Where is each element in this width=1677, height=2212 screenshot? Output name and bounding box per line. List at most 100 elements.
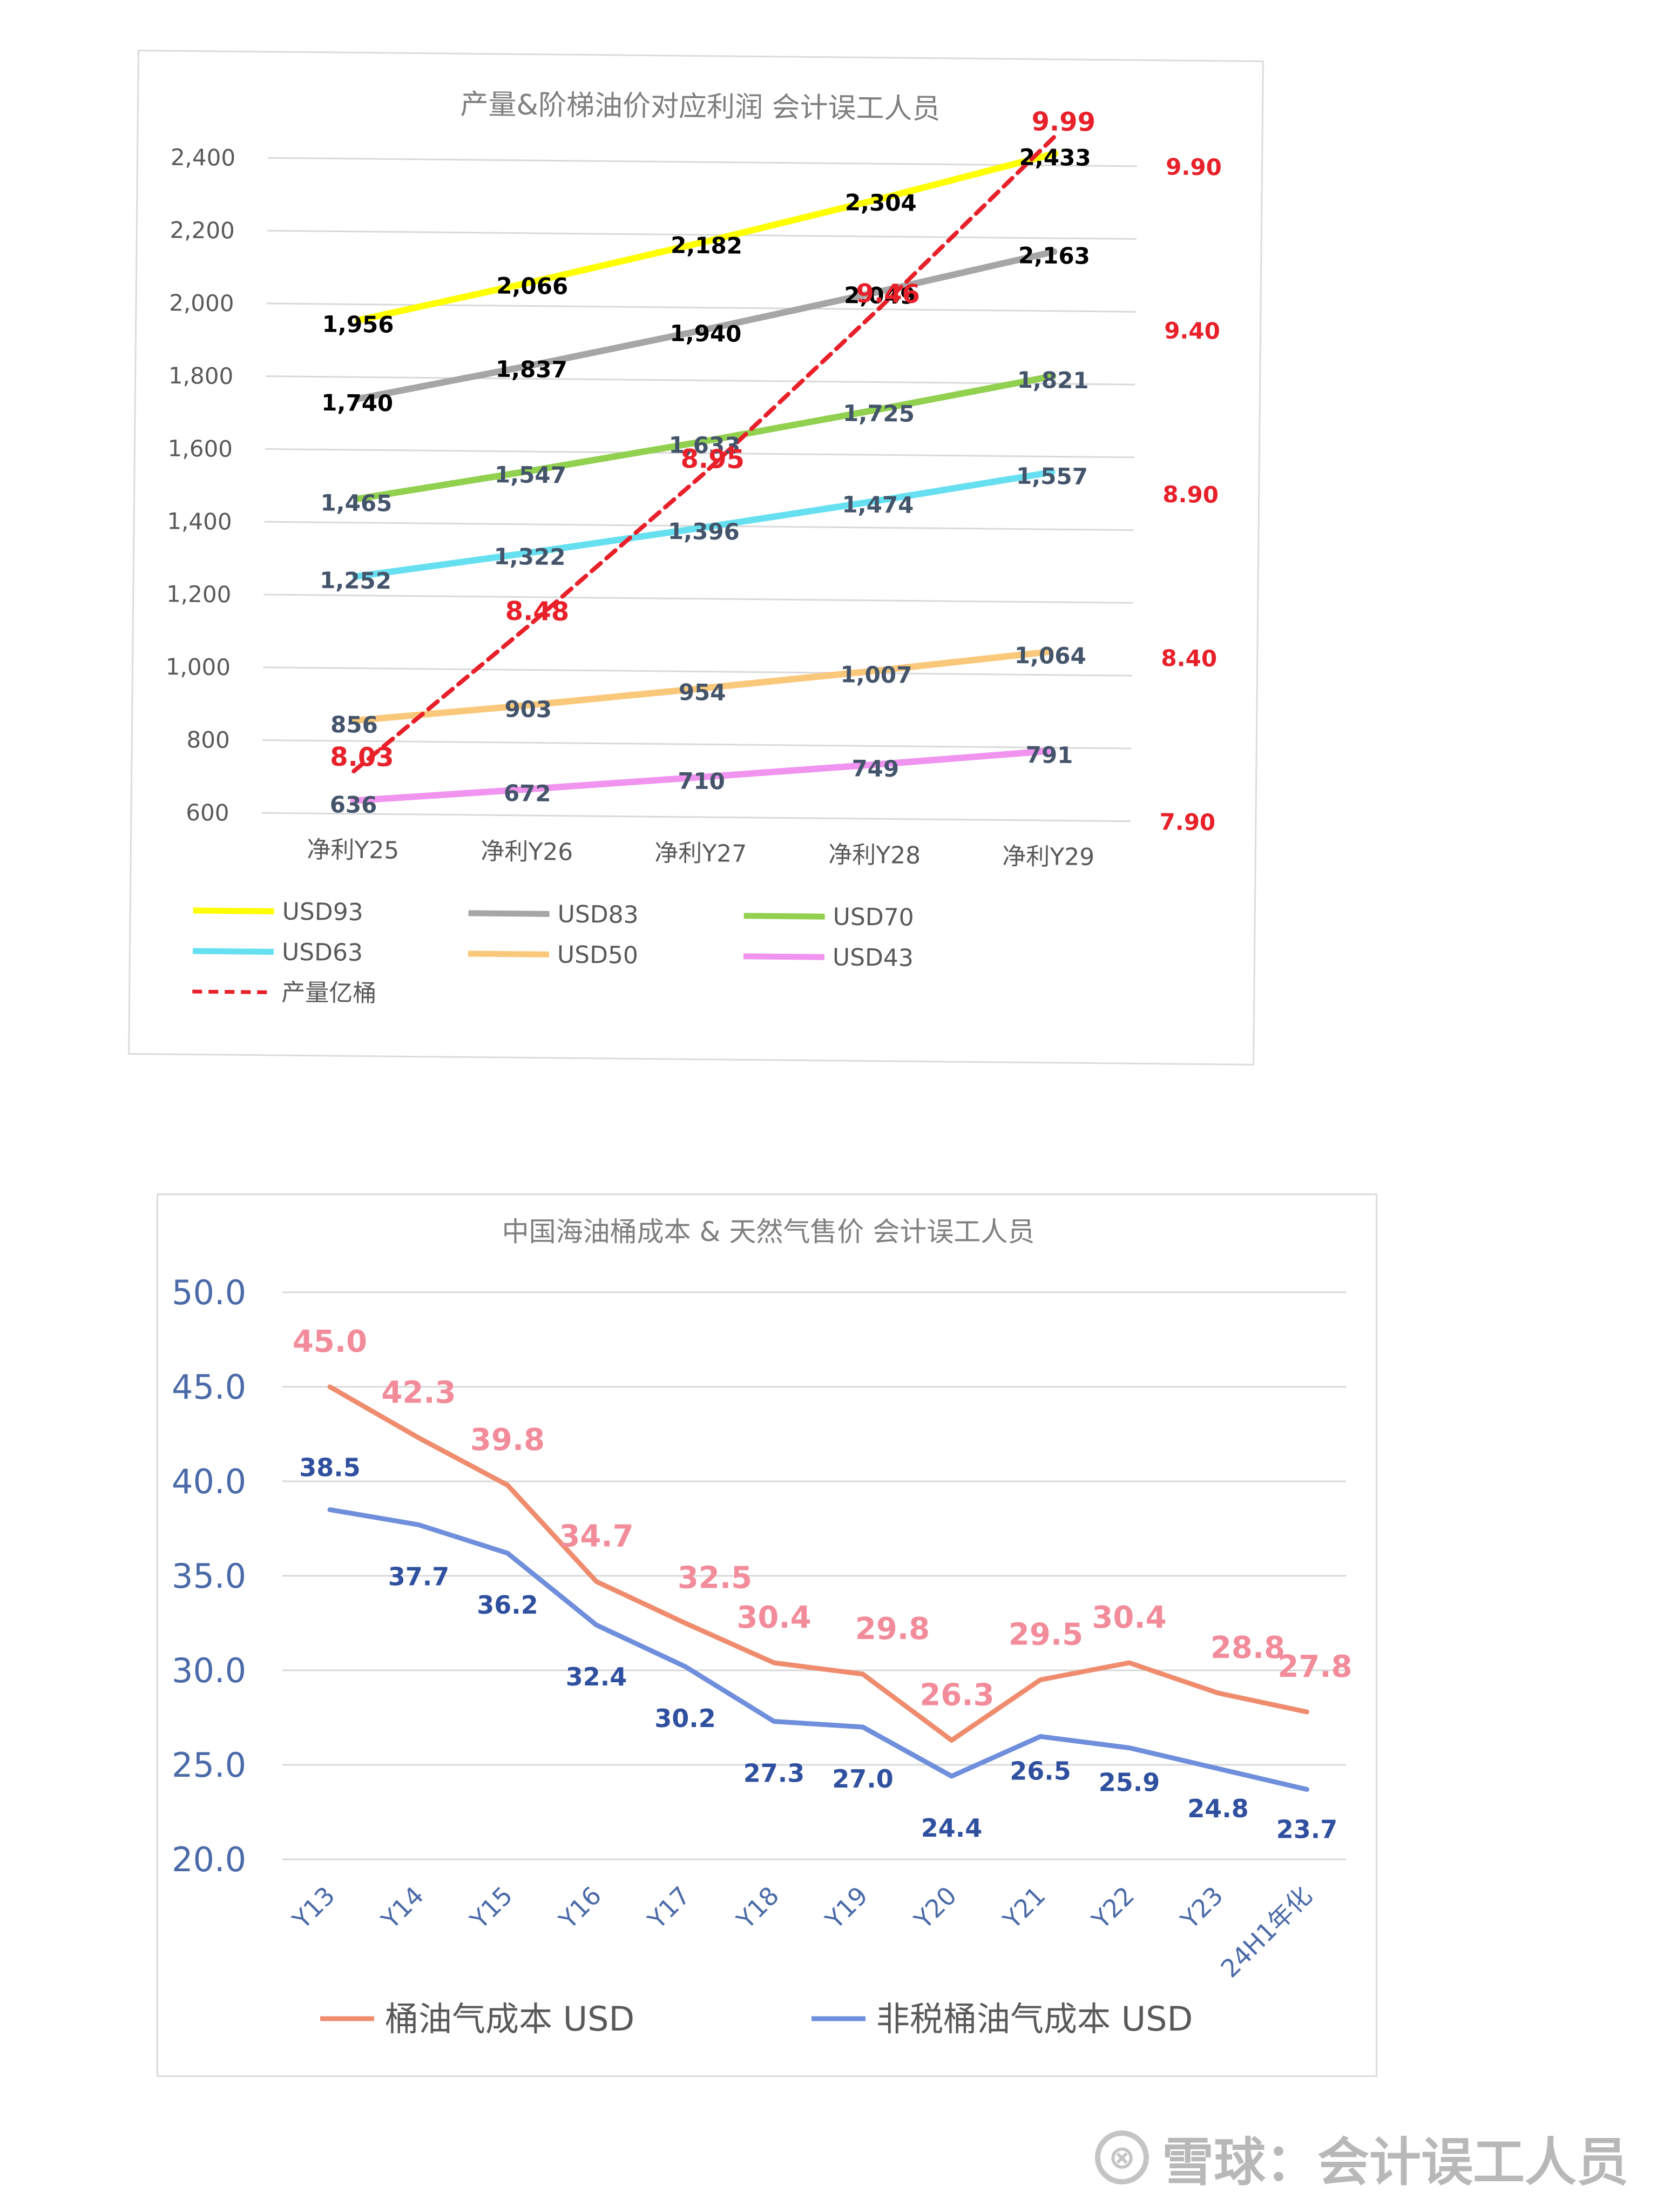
chart1-data-label: 672 (504, 780, 551, 807)
chart1-data-label: 856 (330, 711, 378, 738)
chart2-x-tick-label: Y22 (1086, 1881, 1140, 1935)
chart2-x-tick-label: 24H1年化 (1215, 1881, 1317, 1984)
chart1-y-tick-label: 1,200 (166, 581, 232, 608)
chart1-data-label: 710 (678, 768, 725, 795)
chart2-y-tick-label: 30.0 (172, 1651, 246, 1690)
chart1-legend-swatch-usd63 (192, 948, 274, 955)
chart1-y-tick-label: 1,800 (168, 362, 234, 389)
chart2-x-tick-label: Y14 (375, 1881, 429, 1935)
chart2-data-label: 26.5 (1010, 1757, 1071, 1786)
chart1-x-tick-label: 净利Y27 (654, 839, 747, 868)
chart1-series-line-usd43 (350, 747, 1053, 804)
chart1-data-label: 1,252 (320, 567, 391, 594)
chart1-gridline (267, 230, 1137, 240)
chart2-x-tick-label: Y16 (553, 1881, 607, 1935)
chart1-data-label: 1,740 (321, 389, 393, 416)
chart1-panel: 产量&阶梯油价对应利润 会计误工人员 600 800 1,000 1,200 1,400 1… (128, 50, 1264, 1065)
chart1-data-label: 2,304 (845, 189, 917, 216)
chart2-data-label: 39.8 (470, 1422, 545, 1458)
chart2-x-tick-label: Y17 (642, 1881, 696, 1935)
chart1-gridline (262, 739, 1132, 750)
chart2-x-tick-label: Y21 (997, 1881, 1051, 1935)
chart1-data-label: 1,956 (322, 311, 394, 338)
chart1-data-label: 1,940 (670, 320, 741, 347)
chart2-data-label: 24.8 (1187, 1794, 1249, 1823)
chart1-x-tick-label: 净利Y29 (1002, 842, 1094, 871)
chart2-data-label: 32.4 (566, 1662, 627, 1691)
chart1-gridline (263, 666, 1132, 677)
chart1-data-label: 2,433 (1019, 144, 1091, 171)
chart1-data-label: 1,396 (668, 518, 740, 545)
chart2-y-tick-label: 20.0 (172, 1840, 246, 1879)
chart1-data-label: 1,007 (840, 661, 912, 688)
chart2-panel: 中国海油桶成本 & 天然气售价 会计误工人员 20.0 25.0 30.0 35.0 40… (157, 1193, 1377, 2077)
chart1-data-label: 2,066 (496, 272, 568, 299)
chart1-y-tick-label: 1,000 (166, 653, 231, 680)
chart1-data-label: 1,064 (1015, 642, 1086, 669)
chart1-data-label: 749 (851, 755, 899, 782)
chart1-data-label: 8.03 (330, 742, 394, 773)
chart1-series-line-usd70 (353, 373, 1057, 503)
chart2-data-label: 25.9 (1099, 1768, 1160, 1797)
chart2-data-label: 42.3 (381, 1375, 456, 1411)
chart1-data-label: 8.95 (680, 444, 745, 475)
chart1-data-label: 791 (1025, 741, 1073, 768)
chart2-x-tick-label: Y20 (908, 1881, 962, 1935)
chart1-series-line-series (351, 133, 1058, 774)
chart2-data-label: 23.7 (1276, 1815, 1338, 1844)
chart2-legend-label: 桶油气成本 USD (385, 1999, 634, 2039)
chart2-title: 中国海油桶成本 & 天然气售价 会计误工人员 (502, 1216, 1035, 1247)
chart1-data-label: 9.99 (1031, 106, 1096, 137)
chart2-data-label: 27.3 (743, 1759, 805, 1788)
chart1-gridline (263, 594, 1133, 604)
chart1-data-label: 1,725 (843, 400, 915, 427)
chart1-legend-swatch-usd43 (743, 953, 824, 960)
chart1-y-tick-label: 2,200 (170, 217, 235, 244)
chart1-data-label: 1,465 (320, 489, 392, 516)
chart2-data-label: 36.2 (477, 1590, 538, 1620)
chart2-y-tick-label: 45.0 (172, 1367, 246, 1407)
chart1-y2-tick-label: 9.90 (1166, 153, 1222, 180)
chart1-x-tick-label: 净利Y25 (307, 836, 399, 865)
chart1-title: 产量&阶梯油价对应利润 会计误工人员 (460, 89, 941, 126)
chart1-x-tick-label: 净利Y28 (828, 841, 921, 869)
chart2-y-tick-label: 35.0 (172, 1556, 246, 1596)
chart1-gridline (261, 812, 1131, 822)
chart1-gridline (268, 157, 1138, 167)
chart1-data-label: 9.46 (856, 279, 920, 309)
chart2-y-tick-label: 25.0 (172, 1745, 246, 1785)
chart2-data-label: 28.8 (1211, 1630, 1285, 1665)
chart1-y2-tick-label: 7.90 (1159, 808, 1215, 835)
chart1-series-line-usd83 (354, 248, 1058, 402)
chart1-legend-label: 产量亿桶 (281, 979, 376, 1008)
chart1-data-label: 1,837 (496, 356, 567, 383)
chart2-data-label: 30.2 (654, 1704, 716, 1733)
chart2-data-label: 32.5 (678, 1561, 752, 1596)
chart1-data-label: 2,163 (1018, 242, 1090, 269)
chart1-data-label: 2,182 (671, 232, 742, 259)
chart1-data-label: 1,322 (493, 543, 565, 570)
chart1-series-line-usd93 (355, 150, 1059, 324)
chart1-legend-label: USD93 (282, 898, 363, 926)
chart2-svg: 中国海油桶成本 & 天然气售价 会计误工人员 20.0 25.0 30.0 35.0 40… (172, 1216, 1353, 2039)
chart2-legend-label: 非税桶油气成本 USD (876, 1999, 1193, 2039)
chart1-data-label: 954 (679, 679, 726, 706)
chart1-legend-swatch-usd83 (468, 910, 550, 917)
chart2-x-tick-label: Y19 (820, 1881, 874, 1935)
chart1-y-tick-label: 1,600 (167, 435, 233, 462)
watermark: ⊗ 雪球：会计误工人员 (1095, 2122, 1628, 2193)
chart1-legend-label: USD50 (557, 941, 638, 969)
chart2-series-line-total-cost (327, 1384, 1309, 1743)
chart2-data-label: 38.5 (299, 1453, 361, 1482)
watermark-text: 雪球：会计误工人员 (1162, 2132, 1628, 2193)
chart2-data-label: 29.8 (855, 1611, 930, 1647)
chart2-data-label: 34.7 (559, 1519, 633, 1554)
chart1-data-label: 636 (330, 791, 377, 818)
chart1-series-line-usd63 (352, 469, 1056, 580)
chart1-svg: 产量&阶梯油价对应利润 会计误工人员 600 800 1,000 1,200 1,400 1… (166, 89, 1222, 1008)
chart2-x-tick-label: Y15 (464, 1881, 518, 1935)
chart1-y-tick-label: 800 (186, 726, 230, 753)
chart1-data-label: 903 (504, 696, 552, 723)
chart2-data-label: 37.7 (388, 1562, 450, 1591)
chart1-y-tick-label: 600 (186, 799, 229, 826)
